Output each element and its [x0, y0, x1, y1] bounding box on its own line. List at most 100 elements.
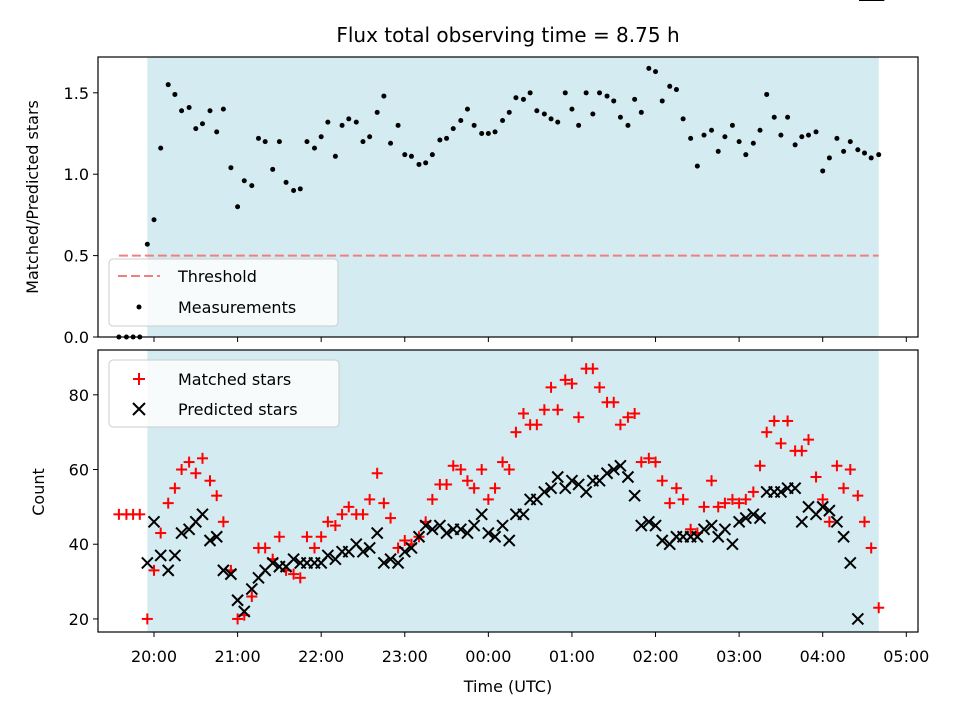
matched-star-point: [343, 501, 355, 513]
matched-star-point: [176, 464, 188, 476]
measurement-point: [179, 108, 185, 114]
measurement-point: [249, 183, 255, 189]
matched-star-point: [706, 475, 718, 487]
measurement-point: [228, 165, 234, 171]
predicted-star-point: [426, 523, 439, 536]
bottom-legend: Matched stars Predicted stars: [108, 359, 340, 428]
measurement-point: [479, 131, 485, 137]
measurement-point: [576, 122, 582, 128]
predicted-star-point: [168, 549, 182, 562]
measurement-point: [597, 90, 603, 96]
matched-star-point: [322, 516, 334, 528]
matched-star-point: [664, 497, 676, 509]
measurement-point: [826, 155, 832, 161]
predicted-star-point: [517, 508, 530, 521]
matched-star-point: [622, 411, 634, 423]
predicted-star-point: [175, 526, 188, 540]
measurement-point: [617, 114, 623, 120]
x-tick-label: 05:00: [883, 647, 929, 666]
measurement-point: [855, 147, 861, 153]
predicted-star-point: [405, 541, 418, 555]
measurement-point: [834, 135, 840, 141]
top-legend: Threshold Measurements: [108, 258, 339, 327]
matched-star-point: [677, 493, 689, 505]
matched-star-point: [246, 591, 258, 603]
measurement-point: [841, 148, 847, 154]
legend-measurements-label: Measurements: [178, 298, 296, 317]
bottom-y-tick-label: 60: [69, 461, 89, 480]
predicted-star-point: [544, 481, 558, 495]
predicted-star-point: [739, 511, 753, 525]
predicted-star-point: [377, 556, 391, 570]
measurement-point: [743, 152, 749, 158]
matched-star-point: [183, 456, 195, 468]
top-plot-frame: [97, 56, 919, 338]
measurement-point: [291, 187, 297, 193]
matched-star-point: [497, 456, 509, 468]
predicted-star-point: [774, 485, 788, 499]
predicted-star-point: [830, 515, 844, 529]
matched-star-point: [503, 464, 515, 476]
measurement-point: [199, 121, 205, 127]
matched-star-point: [614, 419, 626, 431]
measurement-point: [534, 108, 540, 114]
matched-star-point: [315, 531, 327, 543]
measurement-point: [214, 129, 220, 135]
measurement-point: [339, 122, 345, 128]
measurement-point: [325, 119, 331, 125]
measurement-point: [408, 153, 414, 159]
matched-star-point: [301, 531, 313, 543]
measurement-point: [367, 134, 373, 140]
matched-star-point: [698, 501, 710, 513]
matched-star-point: [629, 407, 641, 419]
measurement-point: [311, 145, 317, 151]
bottom-plot-frame: [97, 349, 919, 633]
measurement-point: [715, 148, 721, 154]
measurement-point: [562, 90, 568, 96]
measurement-point: [158, 145, 164, 151]
measurement-point: [527, 90, 533, 96]
predicted-star-point: [475, 508, 488, 521]
measurement-point: [500, 117, 506, 123]
measurement-point: [625, 122, 631, 128]
predicted-star-point: [656, 534, 669, 547]
chart-title: Flux total observing time = 8.75 h: [336, 23, 679, 47]
matched-star-point: [211, 490, 223, 502]
measurement-point: [506, 109, 512, 115]
predicted-star-point: [238, 605, 251, 618]
bottom-legend-box: [108, 359, 340, 428]
measurement-point: [688, 135, 694, 141]
measurement-point: [262, 139, 268, 145]
predicted-star-point: [565, 474, 579, 487]
predicted-star-point: [210, 530, 223, 543]
matched-star-point: [155, 527, 167, 539]
measurement-point: [667, 83, 673, 89]
matched-star-point: [775, 437, 787, 449]
matched-star-point: [517, 407, 529, 419]
matched-star-point: [566, 378, 578, 390]
measurement-point: [283, 179, 289, 185]
matched-star-point: [608, 396, 620, 408]
measurement-point: [423, 160, 429, 166]
predicted-star-point: [697, 523, 711, 536]
top-y-tick-label: 0.0: [64, 328, 89, 347]
predicted-star-point: [823, 504, 836, 517]
measurement-point: [548, 116, 554, 122]
predicted-star-point: [454, 523, 467, 536]
matched-star-point: [733, 497, 745, 509]
measurement-point: [360, 139, 366, 145]
matched-star-point: [650, 456, 662, 468]
x-tick-label: 01:00: [549, 647, 595, 666]
predicted-star-point: [753, 511, 767, 525]
measurement-point: [771, 114, 777, 120]
matched-star-point: [308, 542, 320, 554]
measurement-point: [583, 90, 589, 96]
predicted-star-point: [467, 519, 481, 532]
matched-star-point: [288, 568, 300, 580]
measurement-point: [729, 122, 735, 128]
measurement-point: [241, 178, 247, 184]
measurement-point: [437, 137, 443, 143]
x-tick-label: 20:00: [131, 647, 177, 666]
measurement-point: [680, 116, 686, 122]
matched-star-point: [378, 497, 390, 509]
